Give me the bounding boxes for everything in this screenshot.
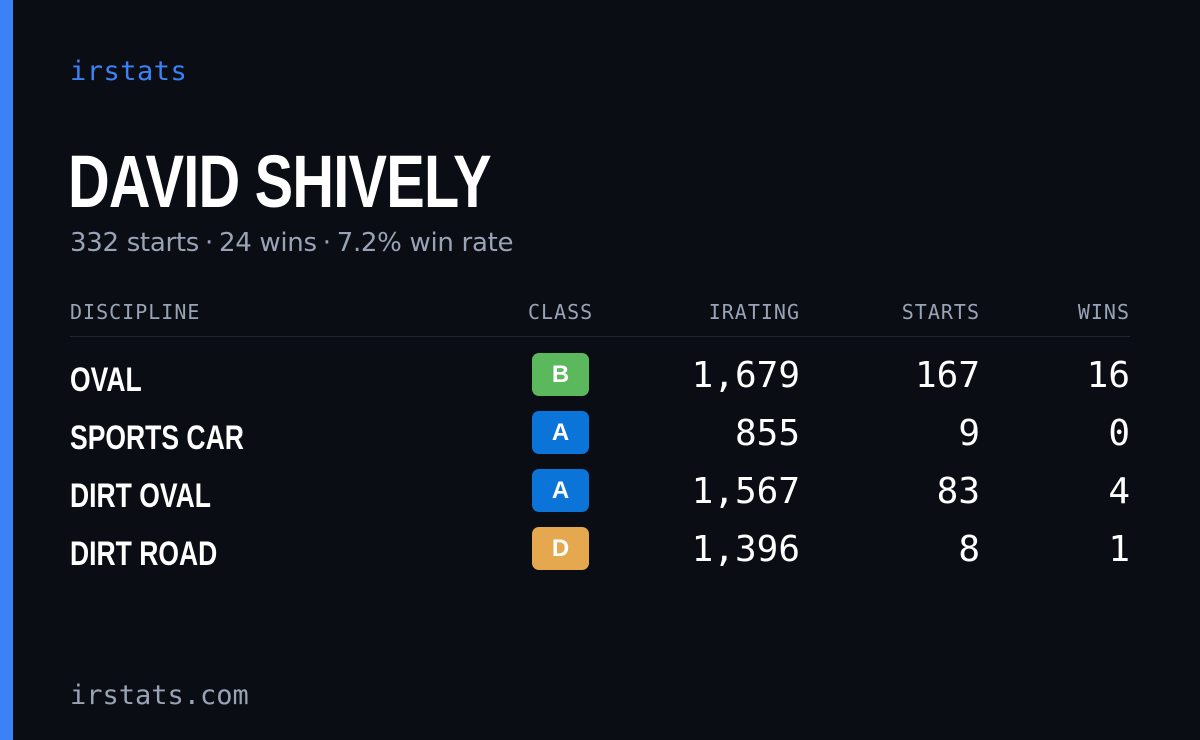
- brand-logo-text: irstats: [70, 56, 188, 87]
- irating-value: 855: [734, 413, 800, 454]
- discipline-name: DIRT OVAL: [70, 477, 211, 515]
- wins-value: 0: [1108, 413, 1130, 454]
- wins-value: 1: [1108, 529, 1130, 570]
- class-badge: B: [532, 353, 589, 396]
- header-irating: IRATING: [708, 300, 800, 324]
- win-rate-summary: 7.2% win rate: [336, 228, 514, 258]
- class-badge: A: [532, 411, 589, 454]
- driver-summary: 332 starts · 24 wins · 7.2% win rate: [70, 228, 513, 258]
- table-row: OVAL B 1,679 167 16: [70, 353, 1130, 411]
- class-badge: D: [532, 527, 589, 570]
- starts-value: 83: [936, 471, 980, 512]
- starts-value: 8: [958, 529, 980, 570]
- wins-value: 4: [1108, 471, 1130, 512]
- header-discipline: DISCIPLINE: [70, 300, 201, 324]
- header-wins: WINS: [1077, 300, 1130, 324]
- header-class: CLASS: [528, 300, 594, 324]
- discipline-stats-table: DISCIPLINE CLASS IRATING STARTS WINS OVA…: [70, 296, 1130, 585]
- footer-url: irstats.com: [70, 680, 249, 711]
- header-starts: STARTS: [901, 300, 980, 324]
- table-row: DIRT ROAD D 1,396 8 1: [70, 527, 1130, 585]
- irating-value: 1,679: [691, 355, 800, 396]
- discipline-name: DIRT ROAD: [70, 535, 218, 573]
- table-row: SPORTS CAR A 855 9 0: [70, 411, 1130, 469]
- accent-bar: [0, 0, 13, 740]
- table-row: DIRT OVAL A 1,567 83 4: [70, 469, 1130, 527]
- table-header: DISCIPLINE CLASS IRATING STARTS WINS: [70, 296, 1130, 337]
- starts-value: 9: [958, 413, 980, 454]
- starts-summary: 332 starts: [70, 228, 199, 258]
- irating-value: 1,396: [691, 529, 800, 570]
- starts-value: 167: [914, 355, 980, 396]
- summary-separator: ·: [205, 228, 213, 258]
- driver-name: DAVID SHIVELY: [68, 140, 492, 223]
- summary-separator: ·: [322, 228, 331, 258]
- wins-summary: 24 wins: [218, 228, 317, 258]
- class-badge: A: [532, 469, 589, 512]
- wins-value: 16: [1086, 355, 1130, 396]
- irating-value: 1,567: [691, 471, 800, 512]
- discipline-name: SPORTS CAR: [70, 419, 244, 457]
- discipline-name: OVAL: [70, 361, 142, 399]
